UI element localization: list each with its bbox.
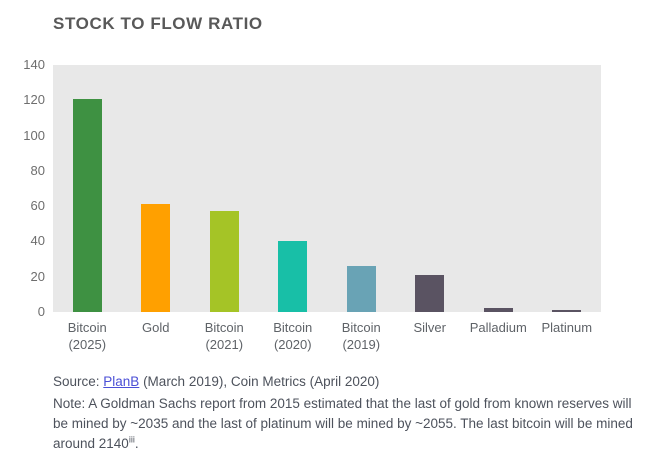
bar-palladium xyxy=(483,308,513,312)
y-tick-label-60: 60 xyxy=(30,198,45,214)
bar-silver xyxy=(415,274,445,312)
bar-bitcoin-2021 xyxy=(209,211,239,312)
x-label-silver: Silver xyxy=(413,320,446,335)
source-line: Source: PlanB (March 2019), Coin Metrics… xyxy=(53,372,645,392)
x-label-bitcoin-2019: Bitcoin (2019) xyxy=(341,320,381,352)
y-tick-label-20: 20 xyxy=(30,268,45,284)
y-tick-label-0: 0 xyxy=(37,304,45,319)
chart-title: STOCK TO FLOW RATIO xyxy=(53,14,263,33)
note-body: Note: A Goldman Sachs report from 2015 e… xyxy=(53,396,633,451)
x-label-bitcoin-2025: Bitcoin (2025) xyxy=(67,320,107,352)
y-tick-label-120: 120 xyxy=(23,92,45,108)
x-label-bitcoin-2020: Bitcoin (2020) xyxy=(273,320,313,352)
x-axis: Bitcoin (2025) Gold Bitcoin (2021) Bitcoin … xyxy=(53,319,601,353)
y-tick-label-140: 140 xyxy=(23,57,45,72)
y-tick-label-100: 100 xyxy=(23,127,45,143)
x-label-palladium: Palladium xyxy=(469,320,527,335)
chart-footer: Source: PlanB (March 2019), Coin Metrics… xyxy=(53,372,645,454)
plot-area xyxy=(53,65,601,312)
source-label: Source: xyxy=(53,374,104,389)
note-footnote-marker: iii xyxy=(128,434,135,445)
x-label-bitcoin-2021: Bitcoin (2021) xyxy=(204,320,244,352)
y-axis: 0 20 40 60 80 100 120 140 xyxy=(0,57,45,319)
y-tick-label-80: 80 xyxy=(30,162,45,178)
note-text: Note: A Goldman Sachs report from 2015 e… xyxy=(53,394,645,454)
x-label-platinum: Platinum xyxy=(541,320,593,335)
planb-link[interactable]: PlanB xyxy=(103,374,140,389)
bar-bitcoin-2025 xyxy=(72,98,102,312)
bar-bitcoin-2020 xyxy=(278,241,308,312)
bar-platinum xyxy=(552,310,582,312)
bar-gold xyxy=(141,204,171,312)
note-period: . xyxy=(134,436,139,451)
x-label-gold: Gold xyxy=(142,320,170,335)
bar-bitcoin-2019 xyxy=(346,266,376,312)
source-rest: (March 2019), Coin Metrics (April 2020) xyxy=(139,374,380,389)
y-tick-label-40: 40 xyxy=(30,233,45,249)
